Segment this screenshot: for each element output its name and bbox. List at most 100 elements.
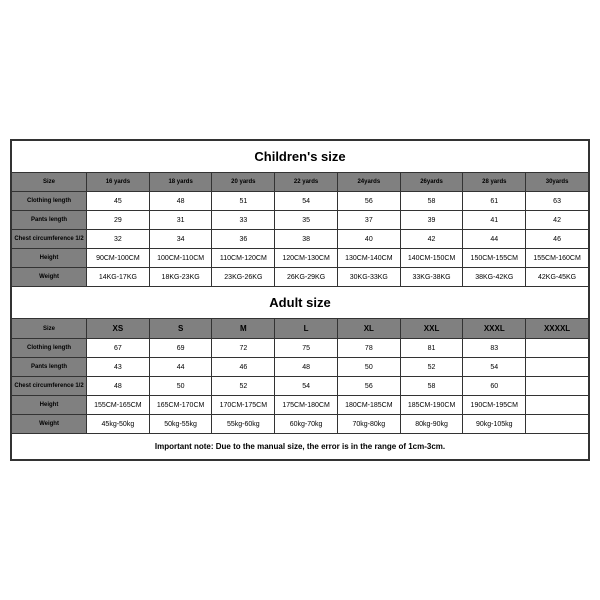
adult-title-row: Adult size [12, 287, 589, 319]
cell: 61 [463, 192, 526, 211]
children-header-0: Size [12, 173, 87, 192]
cell [526, 358, 589, 377]
children-title: Children's size [12, 141, 589, 173]
cell: 70kg-80kg [337, 415, 400, 434]
cell: 46 [526, 230, 589, 249]
table-row: Clothing length 45 48 51 54 56 58 61 63 [12, 192, 589, 211]
cell: 120CM-130CM [275, 249, 338, 268]
row-label: Height [12, 396, 87, 415]
table-row: Height 155CM-165CM 165CM-170CM 170CM-175… [12, 396, 589, 415]
cell [526, 377, 589, 396]
children-header-8: 30yards [526, 173, 589, 192]
table-row: Clothing length 67 69 72 75 78 81 83 [12, 339, 589, 358]
cell: 155CM-165CM [87, 396, 150, 415]
size-chart-wrapper: Children's size Size 16 yards 18 yards 2… [10, 139, 590, 461]
table-row: Height 90CM-100CM 100CM-110CM 110CM-120C… [12, 249, 589, 268]
cell: 31 [149, 211, 212, 230]
cell: 39 [400, 211, 463, 230]
adult-header-0: Size [12, 319, 87, 339]
cell: 45kg-50kg [87, 415, 150, 434]
children-header-5: 24yards [337, 173, 400, 192]
cell: 150CM-155CM [463, 249, 526, 268]
cell: 190CM-195CM [463, 396, 526, 415]
children-header-3: 20 yards [212, 173, 275, 192]
cell: 37 [337, 211, 400, 230]
cell: 170CM-175CM [212, 396, 275, 415]
cell: 45 [87, 192, 150, 211]
table-row: Weight 14KG-17KG 18KG-23KG 23KG-26KG 26K… [12, 268, 589, 287]
cell: 44 [149, 358, 212, 377]
adult-header-5: XL [337, 319, 400, 339]
cell: 46 [212, 358, 275, 377]
cell: 30KG-33KG [337, 268, 400, 287]
cell: 51 [212, 192, 275, 211]
children-header-1: 16 yards [87, 173, 150, 192]
row-label: Clothing length [12, 339, 87, 358]
children-header-7: 28 yards [463, 173, 526, 192]
cell: 38KG-42KG [463, 268, 526, 287]
cell: 110CM-120CM [212, 249, 275, 268]
cell: 56 [337, 192, 400, 211]
cell: 155CM-160CM [526, 249, 589, 268]
cell: 60kg-70kg [275, 415, 338, 434]
adult-header-7: XXXL [463, 319, 526, 339]
row-label: Pants length [12, 358, 87, 377]
cell: 100CM-110CM [149, 249, 212, 268]
adult-header-3: M [212, 319, 275, 339]
cell: 50kg-55kg [149, 415, 212, 434]
cell: 58 [400, 192, 463, 211]
adult-header-4: L [275, 319, 338, 339]
cell: 54 [275, 377, 338, 396]
cell: 33 [212, 211, 275, 230]
cell: 42 [526, 211, 589, 230]
table-row: Chest circumference 1/2 32 34 36 38 40 4… [12, 230, 589, 249]
row-label: Pants length [12, 211, 87, 230]
cell: 63 [526, 192, 589, 211]
size-chart-table: Children's size Size 16 yards 18 yards 2… [11, 140, 589, 460]
cell: 78 [337, 339, 400, 358]
children-header-row: Size 16 yards 18 yards 20 yards 22 yards… [12, 173, 589, 192]
cell: 80kg-90kg [400, 415, 463, 434]
cell: 140CM-150CM [400, 249, 463, 268]
cell [526, 396, 589, 415]
cell [526, 415, 589, 434]
cell: 83 [463, 339, 526, 358]
cell: 75 [275, 339, 338, 358]
children-header-6: 26yards [400, 173, 463, 192]
row-label: Chest circumference 1/2 [12, 230, 87, 249]
adult-header-2: S [149, 319, 212, 339]
cell: 165CM-170CM [149, 396, 212, 415]
cell: 54 [275, 192, 338, 211]
cell: 52 [400, 358, 463, 377]
adult-header-8: XXXXL [526, 319, 589, 339]
cell: 130CM-140CM [337, 249, 400, 268]
adult-header-1: XS [87, 319, 150, 339]
cell: 29 [87, 211, 150, 230]
cell: 54 [463, 358, 526, 377]
note-row: Important note: Due to the manual size, … [12, 434, 589, 460]
cell: 18KG-23KG [149, 268, 212, 287]
row-label: Height [12, 249, 87, 268]
cell: 36 [212, 230, 275, 249]
row-label: Chest circumference 1/2 [12, 377, 87, 396]
cell: 58 [400, 377, 463, 396]
cell: 41 [463, 211, 526, 230]
cell: 52 [212, 377, 275, 396]
children-header-4: 22 yards [275, 173, 338, 192]
cell: 56 [337, 377, 400, 396]
important-note: Important note: Due to the manual size, … [12, 434, 589, 460]
cell: 48 [275, 358, 338, 377]
cell: 42KG-45KG [526, 268, 589, 287]
cell: 60 [463, 377, 526, 396]
adult-title: Adult size [12, 287, 589, 319]
cell: 26KG-29KG [275, 268, 338, 287]
table-row: Chest circumference 1/2 48 50 52 54 56 5… [12, 377, 589, 396]
table-row: Pants length 29 31 33 35 37 39 41 42 [12, 211, 589, 230]
table-row: Pants length 43 44 46 48 50 52 54 [12, 358, 589, 377]
cell: 48 [87, 377, 150, 396]
cell: 67 [87, 339, 150, 358]
cell: 48 [149, 192, 212, 211]
cell: 180CM-185CM [337, 396, 400, 415]
cell: 32 [87, 230, 150, 249]
cell: 44 [463, 230, 526, 249]
